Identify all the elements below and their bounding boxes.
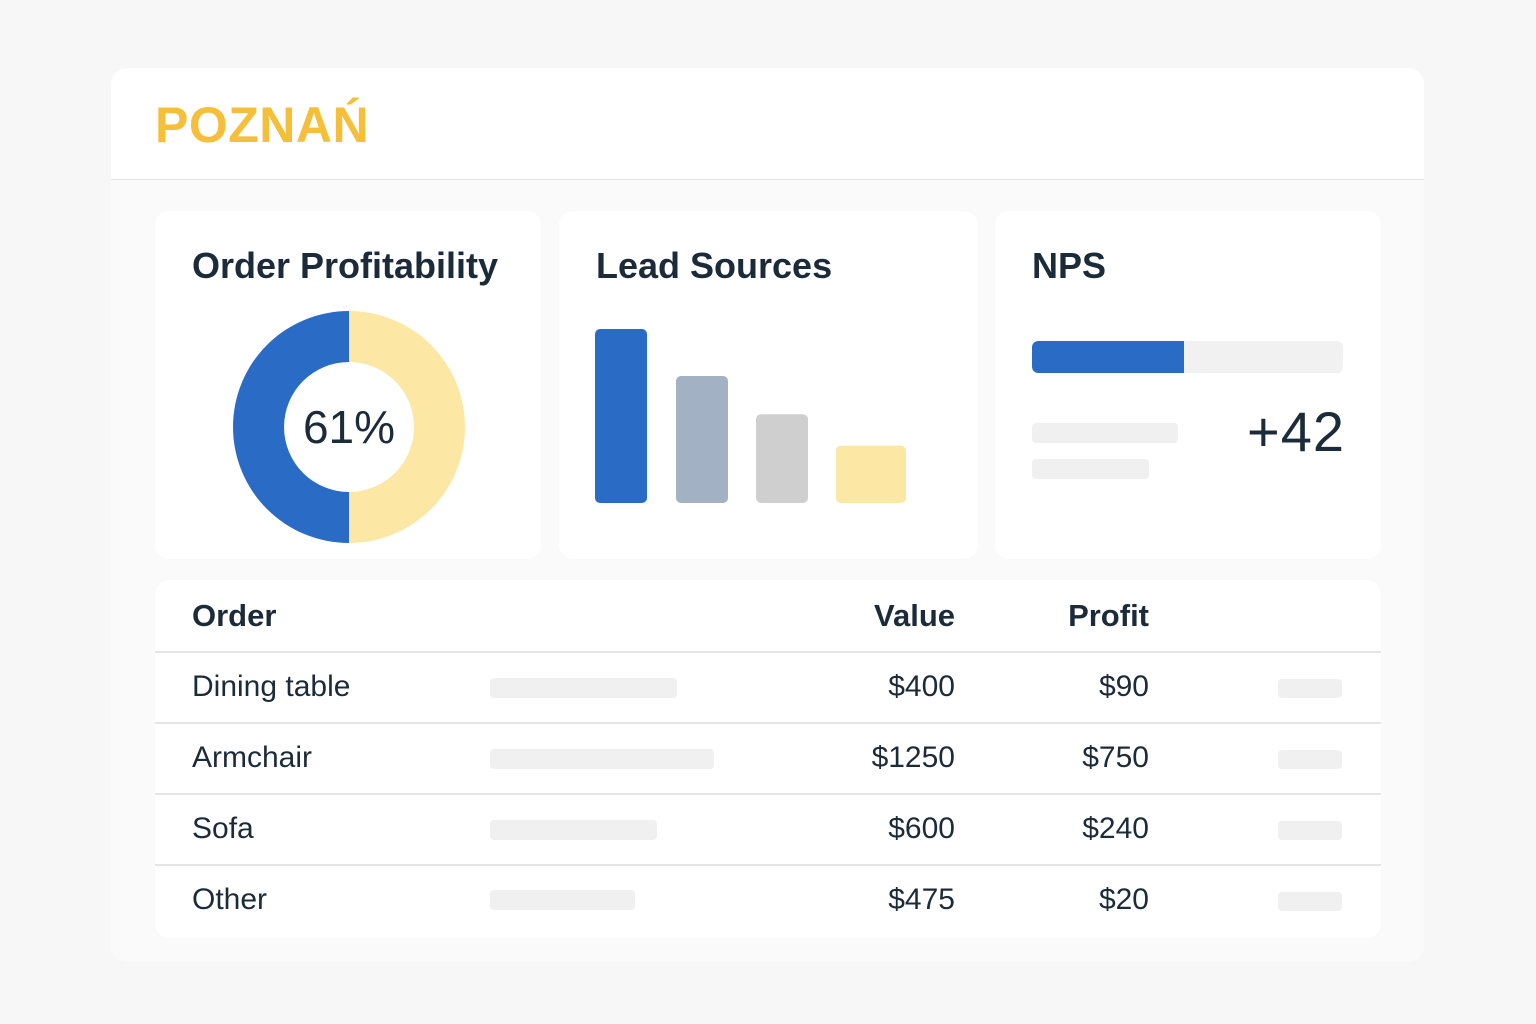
order-bar-placeholder [490, 749, 714, 769]
order-name: Armchair [192, 741, 313, 774]
order-profitability-card: Order Profitability 61% [155, 211, 541, 559]
profitability-donut-chart [233, 311, 465, 543]
nps-title: NPS [1032, 245, 1107, 286]
profitability-value: 61% [302, 401, 396, 453]
header: POZNAŃ [111, 68, 1424, 180]
nps-score: +42 [1247, 400, 1345, 463]
lead-source-bar [836, 445, 906, 503]
row-action-placeholder [1278, 679, 1342, 698]
order-profit: $90 [1098, 670, 1149, 703]
order-profit: $20 [1098, 883, 1149, 916]
order-profit: $240 [1082, 812, 1149, 845]
column-header-value[interactable]: Value [874, 598, 955, 633]
order-value: $475 [888, 883, 955, 916]
lead-sources-title: Lead Sources [596, 245, 833, 286]
order-value: $400 [888, 670, 955, 703]
order-bar-placeholder [490, 678, 677, 698]
dashboard-frame: POZNAŃ Order Profitability 61% Lead Sour… [111, 68, 1424, 962]
column-header-profit[interactable]: Profit [1068, 598, 1149, 633]
lead-sources-bar-chart [595, 329, 906, 503]
order-name: Other [192, 883, 268, 916]
row-divider [155, 793, 1381, 795]
nps-placeholder-line [1032, 459, 1149, 479]
row-action-placeholder [1278, 892, 1342, 911]
order-name: Dining table [192, 670, 351, 703]
order-value: $1250 [871, 741, 955, 774]
row-action-placeholder [1278, 821, 1342, 840]
lead-source-bar [756, 414, 808, 503]
row-action-placeholder [1278, 750, 1342, 769]
order-value: $600 [888, 812, 955, 845]
row-divider [155, 864, 1381, 866]
order-bar-placeholder [490, 890, 635, 910]
order-profit: $750 [1082, 741, 1149, 774]
row-divider [155, 722, 1381, 724]
order-profitability-title: Order Profitability [192, 245, 499, 286]
order-name: Sofa [192, 812, 254, 845]
lead-sources-card: Lead Sources [559, 211, 978, 559]
lead-source-bar [676, 375, 728, 503]
orders-table: Order Value Profit Dining table $400 $90… [155, 580, 1381, 938]
donut-slice [349, 311, 465, 543]
nps-card: NPS +42 [995, 211, 1381, 559]
header-divider [155, 651, 1381, 653]
lead-source-bar [595, 329, 647, 503]
order-bar-placeholder [490, 820, 657, 840]
nps-placeholder-line [1032, 423, 1178, 443]
column-header-order[interactable]: Order [192, 598, 277, 633]
nps-progress-track [1032, 341, 1343, 373]
nps-progress-fill [1032, 341, 1185, 373]
donut-slice [233, 311, 349, 543]
brand-title: POZNAŃ [155, 97, 370, 153]
